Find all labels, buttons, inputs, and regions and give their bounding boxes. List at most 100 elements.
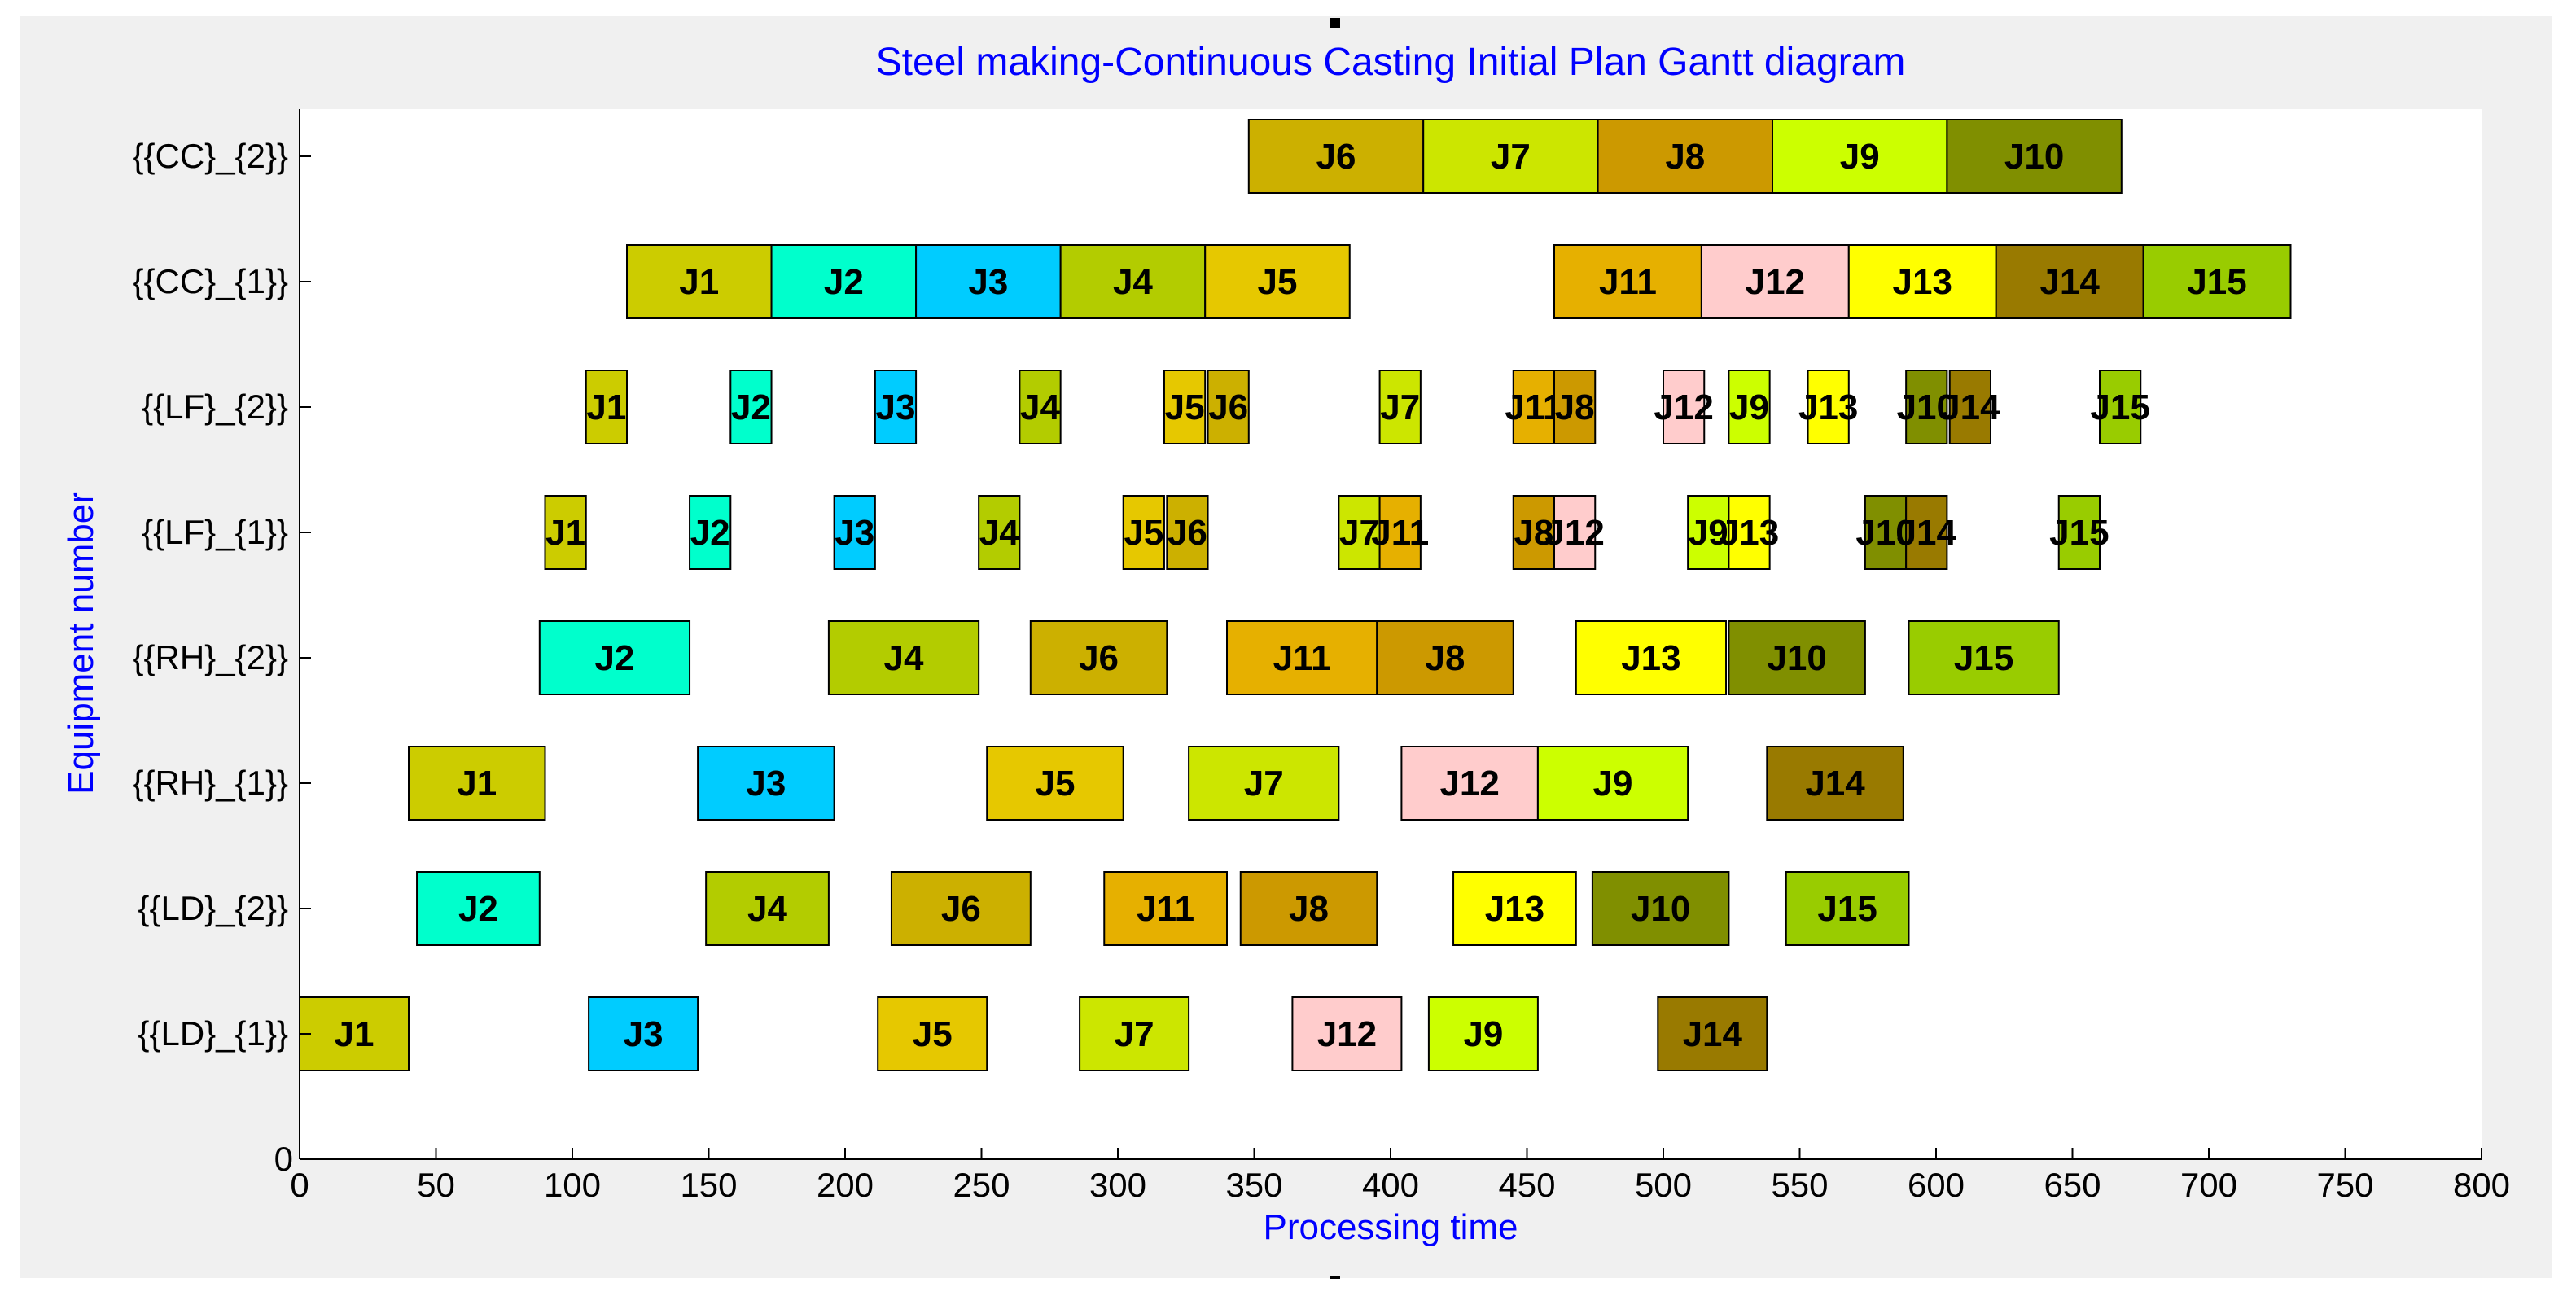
task-label: J3 [746, 764, 786, 803]
task-bar [1728, 495, 1771, 570]
task-bar [626, 244, 773, 319]
task-label: J12 [1439, 764, 1499, 803]
task-label: J1 [335, 1014, 375, 1054]
task-bar [1204, 244, 1351, 319]
x-tick-label: 350 [1225, 1166, 1282, 1204]
x-tick-label: 650 [2044, 1166, 2101, 1204]
x-tick-label: 400 [1362, 1166, 1419, 1204]
task-label: J9 [1729, 387, 1769, 427]
x-tick-label: 50 [417, 1166, 455, 1204]
task-label: J1 [545, 513, 585, 553]
figure-window: Steel making-Continuous Casting Initial … [20, 16, 2552, 1279]
task-bar [416, 871, 541, 946]
task-label: J5 [913, 1014, 953, 1054]
x-tick-label: 200 [817, 1166, 874, 1204]
task-label: J3 [875, 387, 915, 427]
task-bar [1591, 871, 1730, 946]
x-tick-label: 100 [544, 1166, 601, 1204]
task-bar [1553, 244, 1702, 319]
task-bar [697, 746, 835, 821]
task-bar [827, 620, 980, 695]
task-bar [1103, 871, 1228, 946]
task-label: J5 [1257, 262, 1297, 302]
task-label: J4 [747, 889, 787, 929]
task-bar [2099, 370, 2142, 444]
task-bars: J1 J3 J5 J7 J12 J9 J14 J2 J4 J6 J11 J8 J13 J10 J15 J1 J3… [299, 119, 2292, 1071]
task-label: J15 [2090, 387, 2149, 427]
task-label: J8 [1665, 137, 1705, 177]
task-label: J3 [835, 513, 874, 553]
task-bar [877, 996, 988, 1071]
task-label: J13 [1798, 387, 1858, 427]
task-bar [770, 244, 918, 319]
x-tick-label: 600 [1908, 1166, 1965, 1204]
y-tick-label: {{LF}_{1}} [142, 513, 288, 551]
x-tick-label: 500 [1635, 1166, 1692, 1204]
task-label: J8 [1426, 638, 1465, 678]
task-bar [1163, 370, 1207, 444]
task-label: J4 [884, 638, 924, 678]
task-label: J5 [1124, 513, 1163, 553]
task-label: J4 [1020, 387, 1060, 427]
task-bar [1166, 495, 1209, 570]
task-label: J1 [679, 262, 719, 302]
task-bar [1378, 370, 1422, 444]
x-tick-label: 300 [1089, 1166, 1146, 1204]
y-tick-label: {{LF}_{2}} [142, 387, 288, 426]
task-bar [1079, 996, 1190, 1071]
task-bar [1247, 119, 1425, 194]
task-bar [299, 996, 410, 1071]
task-label: J11 [1273, 638, 1331, 678]
task-label: J1 [586, 387, 626, 427]
task-bar [915, 244, 1062, 319]
y-tick-label: {{LD}_{2}} [138, 889, 288, 927]
task-bar [1995, 244, 2144, 319]
task-label: J4 [979, 513, 1019, 553]
task-label: J13 [1621, 638, 1680, 678]
task-label: J10 [1767, 638, 1826, 678]
task-label: J3 [968, 262, 1008, 302]
task-bar [1512, 370, 1555, 444]
task-label: J5 [1035, 764, 1075, 803]
task-label: J9 [1840, 137, 1880, 177]
task-bar [1512, 495, 1555, 570]
chart-title: Steel making-Continuous Casting Initial … [876, 41, 1906, 84]
task-label: J7 [1115, 1014, 1154, 1054]
task-label: J9 [1593, 764, 1633, 803]
task-label: J4 [1113, 262, 1153, 302]
task-bar [689, 495, 732, 570]
y-zero-label: 0 [274, 1140, 293, 1178]
task-bar [1452, 871, 1577, 946]
task-bar [1207, 370, 1250, 444]
task-label: J7 [1491, 137, 1531, 177]
task-bar [1772, 119, 1948, 194]
task-bar [1536, 746, 1689, 821]
x-tick-label: 750 [2316, 1166, 2373, 1204]
task-bar [1905, 370, 1948, 444]
task-label: J9 [1689, 513, 1728, 553]
task-label: J6 [1208, 387, 1248, 427]
task-label: J12 [1317, 1014, 1377, 1054]
task-bar [1700, 244, 1850, 319]
task-label: J8 [1555, 387, 1595, 427]
task-label: J3 [624, 1014, 664, 1054]
task-label: J7 [1380, 387, 1420, 427]
task-bar [978, 495, 1021, 570]
task-label: J14 [1683, 1014, 1743, 1054]
task-bar [1728, 620, 1866, 695]
task-label: J2 [824, 262, 864, 302]
task-bar [544, 495, 587, 570]
task-bar [588, 996, 699, 1071]
task-label: J10 [2004, 137, 2064, 177]
task-bar [1946, 119, 2123, 194]
task-bar [1905, 495, 1948, 570]
x-tick-label: 800 [2453, 1166, 2510, 1204]
task-bar [1766, 746, 1904, 821]
task-bar [1291, 996, 1403, 1071]
task-label: J14 [1940, 387, 2000, 427]
y-axis-label: Equipment number [61, 492, 101, 795]
x-tick-label: 700 [2180, 1166, 2237, 1204]
task-bar [1019, 370, 1062, 444]
y-tick-label: {{RH}_{1}} [132, 764, 288, 802]
task-label: J15 [2187, 262, 2246, 302]
